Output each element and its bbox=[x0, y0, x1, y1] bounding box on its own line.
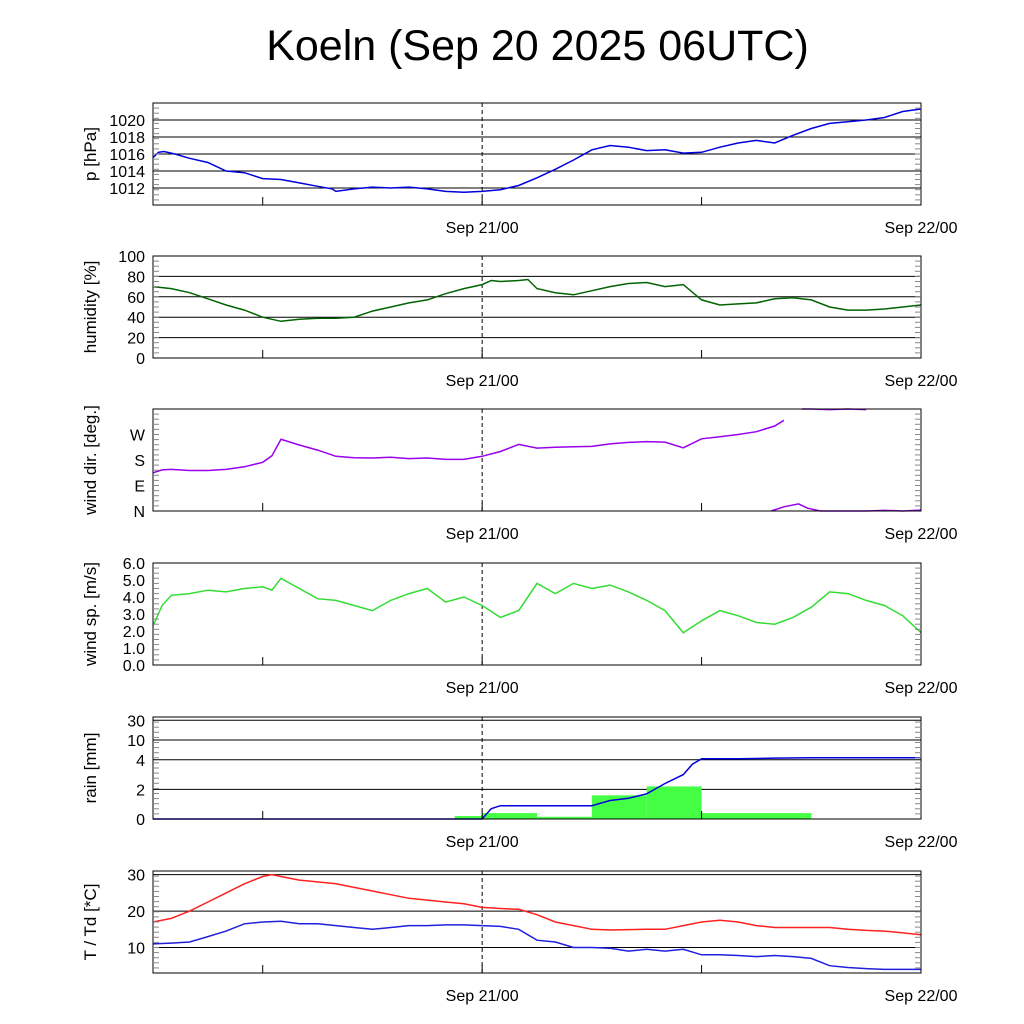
rain-bar bbox=[537, 816, 592, 819]
y-tick-label: 3.0 bbox=[123, 607, 145, 624]
y-tick-label: 30 bbox=[127, 713, 145, 730]
y-tick-label: 1014 bbox=[109, 164, 145, 181]
rain-bar bbox=[482, 813, 537, 819]
y-tick-label: 2.0 bbox=[123, 624, 145, 641]
series-pressure bbox=[152, 108, 922, 194]
y-tick-label: 40 bbox=[127, 310, 145, 327]
y-tick-label: 80 bbox=[127, 269, 145, 286]
y-tick-label: 10 bbox=[127, 941, 145, 958]
y-axis-label: wind dir. [deg.] bbox=[81, 405, 100, 516]
x-tick-label: Sep 21/00 bbox=[446, 526, 519, 543]
y-tick-label: S bbox=[134, 453, 145, 470]
series-wind-direction bbox=[152, 419, 785, 474]
x-tick-label: Sep 22/00 bbox=[885, 373, 958, 390]
y-axis-label: T / Td [*C] bbox=[81, 884, 100, 961]
y-tick-label: 20 bbox=[127, 904, 145, 921]
x-tick-label: Sep 21/00 bbox=[446, 373, 519, 390]
y-tick-label: 1.0 bbox=[123, 641, 145, 658]
y-tick-label: 60 bbox=[127, 290, 145, 307]
y-tick-label: N bbox=[133, 504, 145, 521]
plot-frame bbox=[152, 255, 922, 359]
y-tick-label: 1016 bbox=[109, 147, 145, 164]
series-wind-speed bbox=[152, 577, 922, 634]
rain-bar bbox=[646, 786, 702, 819]
y-tick-label: 10 bbox=[127, 733, 145, 750]
y-tick-label: 1012 bbox=[109, 181, 145, 198]
plot-frame bbox=[152, 408, 922, 512]
y-tick-label: 100 bbox=[118, 249, 145, 266]
x-tick-label: Sep 21/00 bbox=[446, 988, 519, 1005]
series-accumulated-rain bbox=[153, 757, 921, 820]
rain-bar bbox=[454, 816, 483, 819]
y-tick-label: 0.0 bbox=[123, 658, 145, 675]
y-tick-label: 0 bbox=[136, 351, 145, 368]
plot-frame bbox=[152, 716, 922, 820]
y-tick-label: 6.0 bbox=[123, 556, 145, 573]
series-humidity bbox=[152, 278, 922, 323]
series-wind-direction-low bbox=[770, 503, 922, 512]
panel-humidity: 0 20 40 60 80 100 Sep 21/00 Sep 22/00 humidity [… bbox=[81, 249, 958, 390]
chart-title: Koeln (Sep 20 2025 06UTC) bbox=[266, 22, 809, 70]
y-axis-label: p [hPa] bbox=[81, 127, 100, 181]
y-tick-label: 20 bbox=[127, 331, 145, 348]
y-tick-label: 5.0 bbox=[123, 573, 145, 590]
x-tick-label: Sep 22/00 bbox=[885, 988, 958, 1005]
series-T bbox=[152, 873, 922, 936]
rain-bar bbox=[701, 813, 812, 819]
x-tick-label: Sep 21/00 bbox=[446, 220, 519, 237]
x-tick-label: Sep 21/00 bbox=[446, 834, 519, 851]
x-tick-label: Sep 21/00 bbox=[446, 680, 519, 697]
plot-frame bbox=[152, 562, 922, 666]
x-tick-label: Sep 22/00 bbox=[885, 680, 958, 697]
y-tick-label: 4 bbox=[136, 753, 145, 770]
x-tick-label: Sep 22/00 bbox=[885, 834, 958, 851]
x-tick-label: Sep 22/00 bbox=[885, 526, 958, 543]
panel-rain: 0 2 4 10 30 Sep 21/00 Sep 22/00 rain [mm] bbox=[81, 713, 958, 851]
y-tick-label: W bbox=[130, 428, 146, 445]
series-Td bbox=[152, 920, 921, 971]
y-axis-label: humidity [%] bbox=[81, 261, 100, 354]
y-axis-label: wind sp. [m/s] bbox=[81, 562, 100, 667]
panel-temperature: 10 20 30 Sep 21/00 Sep 22/00 T / Td [*C] bbox=[81, 868, 958, 1005]
y-tick-label: 0 bbox=[136, 812, 145, 829]
y-tick-label: E bbox=[134, 479, 145, 496]
y-tick-label: 30 bbox=[127, 868, 145, 885]
y-tick-label: 4.0 bbox=[123, 590, 145, 607]
panel-wind-speed: 0.01.02.03.04.05.06.0 Sep 21/00 Sep 22/00 w… bbox=[81, 556, 958, 697]
y-axis-label: rain [mm] bbox=[81, 733, 100, 804]
y-tick-label: 1020 bbox=[109, 113, 145, 130]
y-tick-label: 2 bbox=[136, 782, 145, 799]
x-tick-label: Sep 22/00 bbox=[885, 220, 958, 237]
y-tick-label: 1018 bbox=[109, 130, 145, 147]
